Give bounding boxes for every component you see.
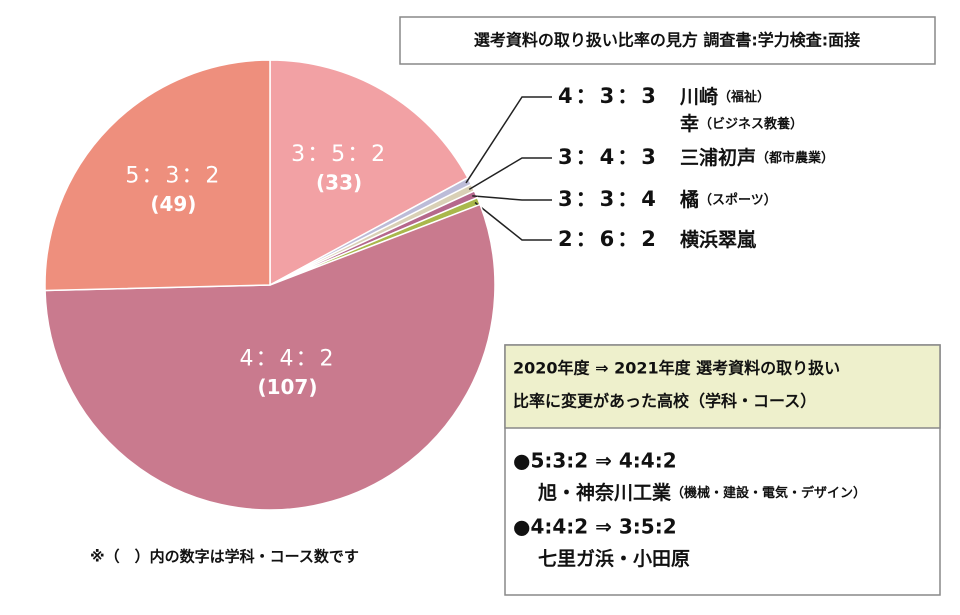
pie-slice [269,59,469,287]
callout-school: 三浦初声（都市農業） [680,146,834,169]
school-name: 横浜翠嵐 [680,228,757,251]
legend-box [399,16,936,65]
school-note: （スポーツ） [699,192,777,208]
leader-line [472,195,552,201]
leader-line [465,96,552,184]
school-name: 三浦初声 [680,146,756,169]
change-ratio: ●4:4:2 ⇒ 3:5:2 [513,515,677,539]
leader-line [474,201,552,241]
callout-ratio: 2：6：2 [558,227,659,251]
changes-header: 比率に変更があった高校（学科・コース） [513,392,816,411]
change-schools: 七里ガ浜・小田原 [538,548,690,570]
change-schools: 旭・神奈川工業（機械・建設・電気・デザイン） [537,481,866,504]
slice-label: 3：5：2 [291,142,387,167]
pie-slice [44,203,496,511]
callout-ratio: 3：3：4 [558,187,659,211]
school-name: 幸 [680,113,699,135]
school-note: （都市農業） [756,150,834,166]
slice-label: 5：3：2 [125,164,221,189]
school-note: （ビジネス教養） [699,116,803,132]
slice-label: 4：4：2 [239,346,335,371]
school-name: 旭・神奈川工業 [537,481,672,504]
value-label: (33) [316,171,362,195]
changes-header-bg [504,344,941,429]
leader-line [468,157,552,190]
value-label: (49) [150,192,196,216]
pie-slice [44,59,271,292]
chart-title: 選考資料の取り扱い比率の見方 調査書:学力検査:面接 [474,31,860,50]
value-label: (107) [257,375,317,399]
school-name: 川崎 [679,85,718,108]
callout-school: 川崎（福祉） [679,85,770,108]
change-ratio: ●5:3:2 ⇒ 4:4:2 [513,449,677,473]
callout-ratio: 4：3：3 [558,84,659,108]
changes-header: 2020年度 ⇒ 2021年度 選考資料の取り扱い [513,359,840,378]
callout-ratio: 3：4：3 [558,145,659,169]
school-note: （機械・建設・電気・デザイン） [671,485,866,501]
callout-school: 横浜翠嵐 [680,228,757,251]
school-name: 七里ガ浜・小田原 [538,548,690,570]
footnote: ※（ ）内の数字は学科・コース数です [90,548,359,566]
school-name: 橘 [679,188,699,211]
callout-school: 幸（ビジネス教養） [680,113,803,135]
school-note: （福祉） [718,89,770,105]
callout-school: 橘（スポーツ） [679,188,777,211]
